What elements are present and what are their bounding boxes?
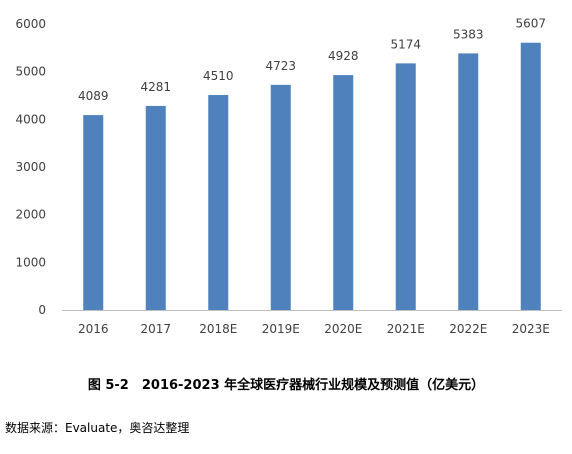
y-tick-label: 0 — [38, 303, 46, 317]
data-labels: 4089 4281 4510 4723 4928 5174 5383 5607 — [78, 17, 546, 103]
data-label: 4510 — [203, 69, 234, 83]
data-label: 4281 — [140, 80, 171, 94]
source-note: 数据来源：Evaluate，奥咨达整理 — [5, 421, 190, 435]
x-tick-label: 2019E — [262, 322, 300, 336]
bar — [395, 63, 416, 310]
y-tick-label: 2000 — [15, 208, 46, 222]
bar-series — [83, 42, 541, 311]
bar — [145, 105, 166, 311]
x-tick-label: 2017 — [140, 322, 171, 336]
x-tick-label: 2020E — [324, 322, 362, 336]
y-tick-label: 6000 — [15, 17, 46, 31]
data-label: 5383 — [453, 27, 484, 41]
x-tick-label: 2022E — [449, 322, 487, 336]
bar — [83, 115, 104, 310]
data-label: 4089 — [78, 89, 109, 103]
y-tick-label: 1000 — [15, 255, 46, 269]
y-axis-tick-labels: 0 1000 2000 3000 4000 5000 6000 — [15, 17, 46, 317]
bar — [333, 75, 354, 310]
x-tick-label: 2016 — [78, 322, 109, 336]
y-tick-label: 5000 — [15, 65, 46, 79]
data-label: 5174 — [390, 37, 421, 51]
data-label: 4928 — [328, 49, 359, 63]
bar — [520, 42, 541, 310]
data-label: 5607 — [515, 17, 546, 31]
chart: 0 1000 2000 3000 4000 5000 6000 4089 4281 4510 47… — [15, 17, 562, 336]
y-tick-label: 4000 — [15, 112, 46, 126]
bar — [270, 84, 291, 310]
y-tick-label: 3000 — [15, 160, 46, 174]
data-label: 4723 — [265, 59, 296, 73]
x-tick-label: 2018E — [199, 322, 237, 336]
bar-chart: 0 1000 2000 3000 4000 5000 6000 4089 4281 4510 47… — [15, 17, 562, 336]
x-tick-label: 2023E — [512, 322, 550, 336]
bar — [208, 95, 229, 310]
x-axis-tick-labels: 2016 2017 2018E 2019E 2020E 2021E 2022E 2023E — [78, 322, 550, 336]
x-tick-label: 2021E — [387, 322, 425, 336]
bar — [458, 53, 479, 310]
figure-caption: 图 5-2 2016-2023 年全球医疗器械行业规模及预测值（亿美元） — [87, 378, 485, 393]
